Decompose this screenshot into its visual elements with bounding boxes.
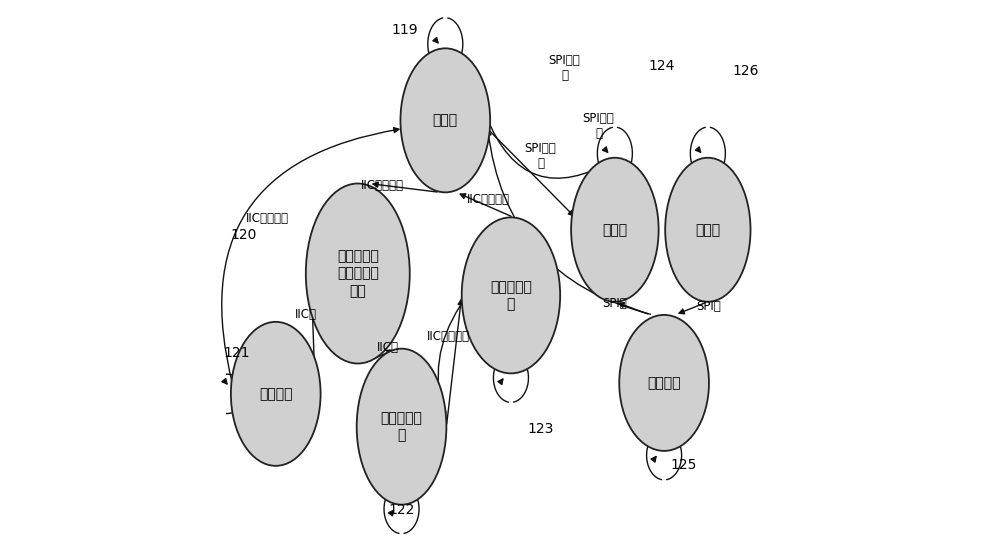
Text: 122: 122 — [388, 503, 415, 517]
Text: 从机地址和
读写位接收
应答: 从机地址和 读写位接收 应答 — [337, 249, 379, 298]
Text: 空闲态: 空闲态 — [433, 113, 458, 127]
Text: 写数据: 写数据 — [695, 223, 720, 237]
Ellipse shape — [357, 348, 446, 505]
Text: SPI写: SPI写 — [697, 300, 721, 313]
Text: 地址接收应
答: 地址接收应 答 — [381, 411, 422, 443]
Text: SPI终止
位: SPI终止 位 — [583, 112, 614, 140]
Ellipse shape — [665, 158, 751, 302]
Text: 数据接收应
答: 数据接收应 答 — [490, 280, 532, 311]
Text: 数据发送: 数据发送 — [259, 387, 292, 401]
Text: IIC读: IIC读 — [295, 308, 317, 321]
Ellipse shape — [400, 48, 490, 193]
Text: SPI读: SPI读 — [602, 297, 627, 310]
Text: 读数据: 读数据 — [602, 223, 627, 237]
Text: 124: 124 — [648, 59, 675, 73]
Text: 120: 120 — [231, 228, 257, 242]
Text: 125: 125 — [670, 458, 696, 472]
Text: 121: 121 — [223, 346, 250, 360]
Text: IIC写: IIC写 — [377, 341, 399, 354]
Text: IIC起始条件: IIC起始条件 — [361, 179, 404, 193]
Text: IIC停止条件: IIC停止条件 — [427, 330, 470, 343]
Ellipse shape — [231, 322, 321, 466]
Text: 读写命令: 读写命令 — [647, 376, 681, 390]
Text: SPI起始
位: SPI起始 位 — [525, 142, 556, 170]
Text: 119: 119 — [391, 23, 418, 37]
Text: IIC停止条件: IIC停止条件 — [246, 212, 289, 225]
Ellipse shape — [462, 217, 560, 374]
Text: SPI终止
位: SPI终止 位 — [549, 54, 580, 83]
Text: 123: 123 — [528, 422, 554, 437]
Text: IIC停止条件: IIC停止条件 — [466, 193, 509, 206]
Ellipse shape — [306, 183, 410, 364]
Ellipse shape — [619, 315, 709, 451]
Text: 126: 126 — [733, 64, 759, 78]
Ellipse shape — [571, 158, 659, 302]
